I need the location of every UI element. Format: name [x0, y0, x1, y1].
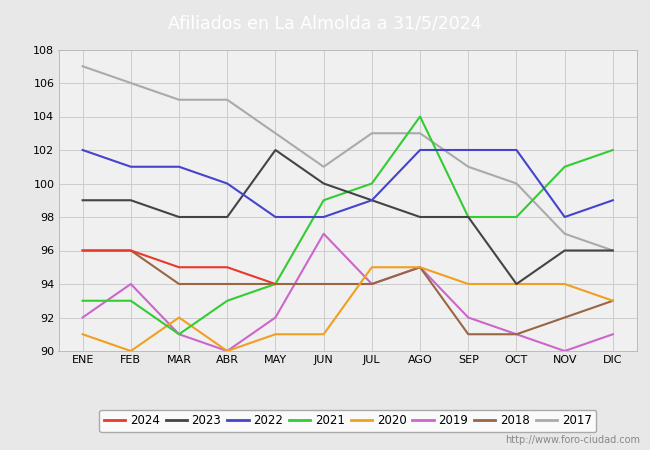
Text: Afiliados en La Almolda a 31/5/2024: Afiliados en La Almolda a 31/5/2024: [168, 14, 482, 33]
Text: http://www.foro-ciudad.com: http://www.foro-ciudad.com: [505, 435, 640, 445]
Legend: 2024, 2023, 2022, 2021, 2020, 2019, 2018, 2017: 2024, 2023, 2022, 2021, 2020, 2019, 2018…: [99, 410, 596, 432]
